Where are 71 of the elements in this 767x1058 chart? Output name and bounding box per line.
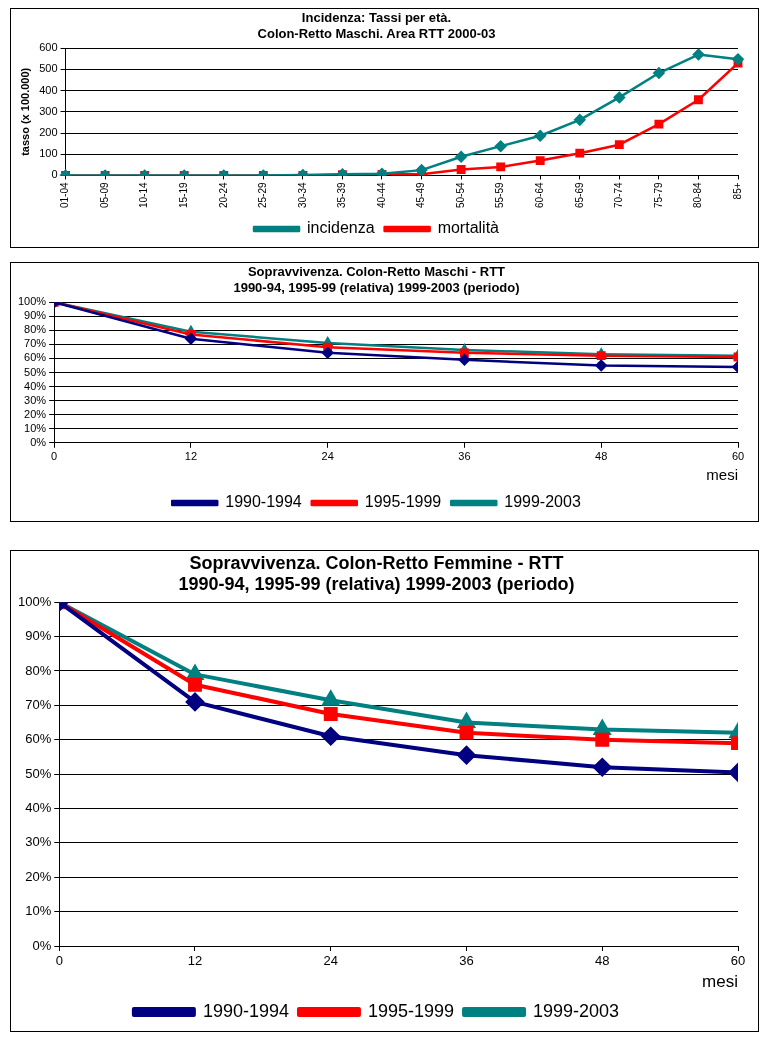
legend-label: 1999-2003 xyxy=(533,1000,620,1021)
y-tick-label: 40% xyxy=(25,800,52,816)
x-tick-label: 01-04 xyxy=(59,181,71,208)
y-tick-label: 70% xyxy=(24,337,47,350)
legend-label: 1990-1994 xyxy=(202,1000,289,1021)
x-tick-label: 12 xyxy=(187,953,203,969)
legend-label: mortalità xyxy=(437,219,500,237)
x-tick-label: 36 xyxy=(458,450,471,463)
y-tick-label: 70% xyxy=(25,696,52,712)
y-tick-label: 90% xyxy=(24,309,47,322)
y-tick-label: 30% xyxy=(25,834,52,850)
x-tick-label: 48 xyxy=(595,953,610,969)
x-tick-label: 40-44 xyxy=(375,181,387,208)
x-tick-label: 60-64 xyxy=(533,181,545,208)
y-tick-label: 20% xyxy=(25,868,52,884)
x-axis-title: mesi xyxy=(706,466,738,484)
y-tick-label: 90% xyxy=(25,628,52,644)
x-tick-label: 30-34 xyxy=(296,181,308,208)
x-tick-label: 15-19 xyxy=(177,181,189,208)
legend-label: 1999-2003 xyxy=(504,493,581,511)
y-tick-label: 60% xyxy=(25,731,52,747)
legend-label: 1990-1994 xyxy=(225,493,302,511)
y-tick-label: 10% xyxy=(24,421,47,434)
x-tick-label: 85+ xyxy=(731,182,743,200)
x-tick-label: 80-84 xyxy=(692,181,704,208)
x-tick-label: 20-24 xyxy=(217,181,229,208)
x-tick-label: 35-39 xyxy=(336,181,348,208)
y-tick-label: 50% xyxy=(24,365,47,378)
y-tick-label: 200 xyxy=(39,126,58,139)
y-tick-label: 60% xyxy=(24,351,47,364)
x-axis-title: mesi xyxy=(702,972,738,992)
chart-title: Incidenza: Tassi per età. Colon-Retto Maschi. Area RTT 2000-03 xyxy=(257,10,496,41)
legend-label: incidenza xyxy=(307,219,375,237)
x-tick-label: 65-69 xyxy=(573,181,585,208)
y-tick-label: 10% xyxy=(25,903,52,919)
legend-label: 1995-1999 xyxy=(367,1000,455,1021)
y-tick-label: 30% xyxy=(24,393,47,406)
x-tick-label: 45-49 xyxy=(415,181,427,208)
x-tick-label: 36 xyxy=(459,953,474,969)
y-tick-label: 0 xyxy=(51,168,58,181)
x-tick-label: 70-74 xyxy=(613,181,625,208)
legend-label: 1995-1999 xyxy=(364,493,442,511)
chart-title: Sopravvivenza. Colon-Retto Maschi - RTT 1990-94, 1995-99 (relativa) 1999-2003 (periodo) xyxy=(233,264,520,295)
y-axis-title: tasso (x 100.000) xyxy=(18,67,31,156)
y-tick-label: 500 xyxy=(39,62,58,75)
y-tick-label: 40% xyxy=(24,379,47,392)
x-tick-label: 10-14 xyxy=(138,181,150,208)
x-tick-label: 24 xyxy=(321,450,334,463)
x-tick-label: 55-59 xyxy=(494,181,506,208)
y-tick-label: 600 xyxy=(39,41,58,54)
x-tick-label: 60 xyxy=(731,450,745,463)
y-tick-label: 300 xyxy=(39,104,58,117)
y-tick-label: 100 xyxy=(39,147,58,160)
x-tick-label: 75-79 xyxy=(652,181,664,208)
chart-title: Sopravvivenza. Colon-Retto Femmine - RTT 1990-94, 1995-99 (relativa) 1999-2003 (periodo) xyxy=(178,552,575,595)
y-tick-label: 100% xyxy=(17,295,47,308)
x-tick-label: 05-09 xyxy=(98,181,110,208)
x-tick-label: 48 xyxy=(595,450,608,463)
x-tick-label: 50-54 xyxy=(454,181,466,208)
x-tick-label: 24 xyxy=(323,953,338,969)
y-tick-label: 20% xyxy=(24,407,47,420)
x-tick-label: 60 xyxy=(730,953,746,969)
y-tick-label: 400 xyxy=(39,83,58,96)
y-tick-label: 80% xyxy=(25,662,52,678)
y-tick-label: 100% xyxy=(18,593,52,609)
x-tick-label: 25-29 xyxy=(257,181,269,208)
x-tick-label: 12 xyxy=(184,450,198,463)
y-tick-label: 80% xyxy=(24,323,47,336)
y-tick-label: 0% xyxy=(32,937,52,953)
y-tick-label: 50% xyxy=(25,765,52,781)
y-tick-label: 0% xyxy=(30,435,47,448)
